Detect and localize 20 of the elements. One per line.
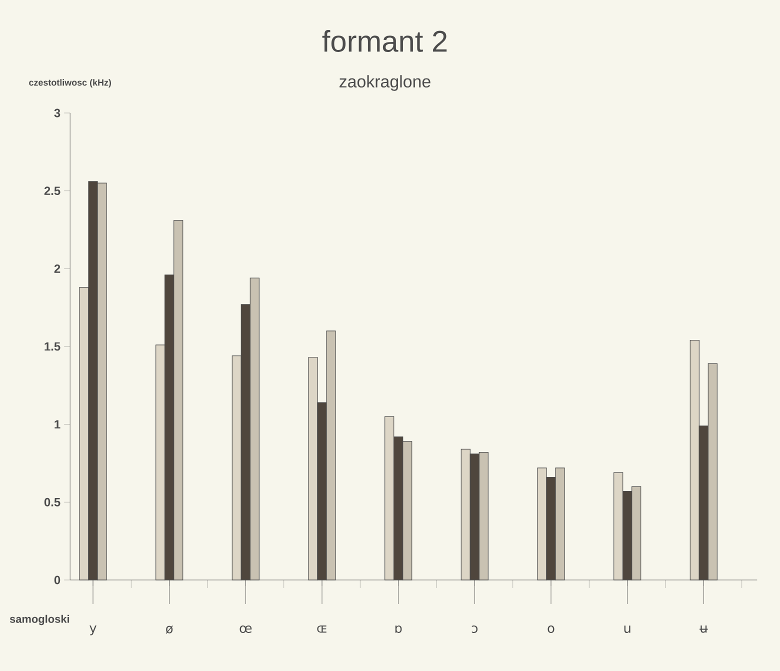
x-tick-label: ɔ bbox=[472, 626, 478, 633]
chart-subtitle: zaokraglone bbox=[340, 75, 430, 91]
chart-title: formant 2 bbox=[322, 30, 447, 52]
x-tick-label: y bbox=[90, 626, 96, 636]
x-tick-label: u bbox=[624, 626, 630, 633]
x-tick-label: ʉ bbox=[700, 626, 708, 633]
y-tick-label: 0 bbox=[54, 576, 60, 584]
y-tick-label: 1.5 bbox=[44, 342, 60, 351]
y-tick-label: 1 bbox=[54, 420, 60, 428]
y-tick-label: 2 bbox=[54, 264, 60, 273]
y-tick-label: 2.5 bbox=[44, 186, 60, 196]
x-axis-title: samogloski bbox=[10, 614, 70, 626]
y-axis-title: czestotliwosc (kHz) bbox=[29, 79, 112, 88]
x-tick-label: œ bbox=[240, 626, 252, 633]
x-tick-label: ø bbox=[166, 626, 173, 634]
x-tick-label: ɒ bbox=[395, 626, 402, 633]
y-tick-label: 0.5 bbox=[44, 498, 60, 506]
x-tick-label: ɶ bbox=[317, 626, 326, 633]
y-tick-label: 3 bbox=[54, 108, 60, 118]
x-tick-label: o bbox=[548, 626, 554, 633]
